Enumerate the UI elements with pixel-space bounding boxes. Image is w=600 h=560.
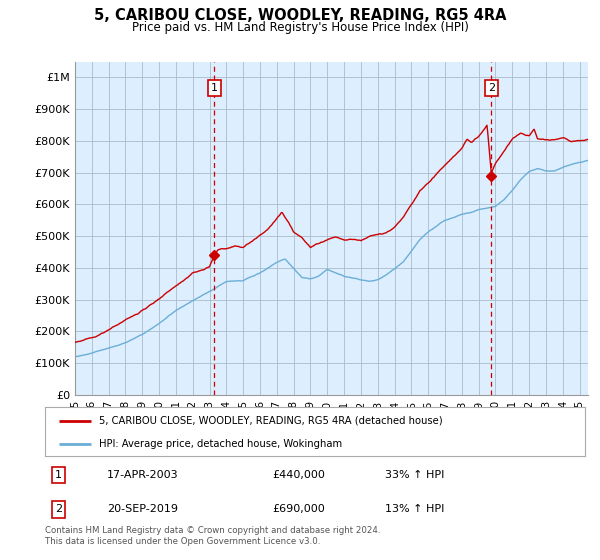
Text: £690,000: £690,000 [272, 505, 325, 515]
Text: 2: 2 [488, 83, 495, 94]
Text: 5, CARIBOU CLOSE, WOODLEY, READING, RG5 4RA (detached house): 5, CARIBOU CLOSE, WOODLEY, READING, RG5 … [99, 416, 443, 426]
Text: 33% ↑ HPI: 33% ↑ HPI [385, 470, 445, 480]
Text: £440,000: £440,000 [272, 470, 325, 480]
Text: 1: 1 [55, 470, 62, 480]
Text: HPI: Average price, detached house, Wokingham: HPI: Average price, detached house, Woki… [99, 439, 342, 449]
Text: 2: 2 [55, 505, 62, 515]
Text: 20-SEP-2019: 20-SEP-2019 [107, 505, 178, 515]
Text: Price paid vs. HM Land Registry's House Price Index (HPI): Price paid vs. HM Land Registry's House … [131, 21, 469, 34]
Text: 1: 1 [211, 83, 218, 94]
Text: 5, CARIBOU CLOSE, WOODLEY, READING, RG5 4RA: 5, CARIBOU CLOSE, WOODLEY, READING, RG5 … [94, 8, 506, 24]
Text: 17-APR-2003: 17-APR-2003 [107, 470, 179, 480]
Text: Contains HM Land Registry data © Crown copyright and database right 2024.
This d: Contains HM Land Registry data © Crown c… [45, 526, 380, 546]
Text: 13% ↑ HPI: 13% ↑ HPI [385, 505, 445, 515]
